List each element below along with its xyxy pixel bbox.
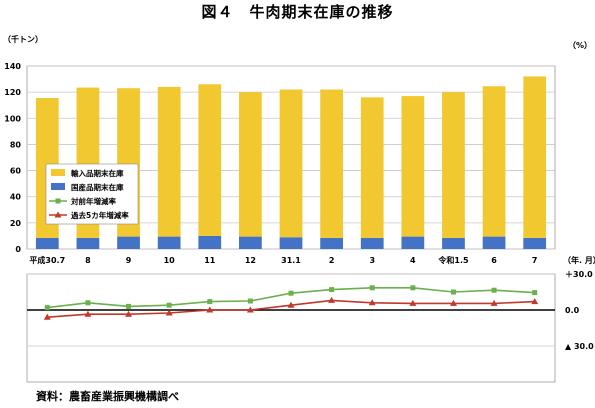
legend-label: 国産品期末在庫 bbox=[71, 182, 124, 192]
y-tick-label: 80 bbox=[10, 140, 22, 149]
bar-domestic bbox=[360, 237, 384, 249]
bar-imported bbox=[198, 84, 222, 236]
y-tick-label: 120 bbox=[4, 88, 21, 97]
bar-domestic bbox=[157, 236, 181, 249]
y-tick-label: 0 bbox=[15, 245, 21, 254]
point-5yr bbox=[287, 301, 295, 308]
point-5yr bbox=[328, 296, 336, 303]
y-tick-label: 60 bbox=[10, 167, 22, 176]
y-tick-label: 40 bbox=[10, 193, 22, 202]
point-yoy bbox=[207, 299, 213, 305]
point-5yr bbox=[409, 299, 417, 306]
legend-swatch bbox=[51, 183, 65, 190]
bar-imported bbox=[157, 86, 181, 237]
point-yoy bbox=[329, 287, 335, 293]
bar-imported bbox=[401, 96, 425, 237]
bar-domestic bbox=[442, 237, 465, 249]
x-tick-label: 7 bbox=[532, 256, 538, 265]
bar-imported bbox=[482, 86, 506, 237]
x-tick-label: 平成30.7 bbox=[29, 255, 65, 265]
source-note: 資料：農畜産業振興機構調べ bbox=[36, 390, 179, 403]
bar-domestic bbox=[198, 235, 222, 249]
x-tick-label: 10 bbox=[164, 256, 176, 265]
y-tick-label: 140 bbox=[4, 62, 21, 71]
y-axis-unit: （千トン） bbox=[3, 34, 43, 44]
bar-imported bbox=[239, 92, 262, 237]
point-5yr bbox=[43, 313, 51, 320]
bar-domestic bbox=[117, 236, 140, 249]
legend-label: 輸入品期末在庫 bbox=[71, 168, 124, 178]
point-5yr bbox=[165, 309, 173, 316]
bar-domestic bbox=[239, 236, 262, 249]
legend-label: 対前年増減率 bbox=[70, 196, 116, 206]
bar-domestic bbox=[35, 237, 59, 249]
point-yoy bbox=[491, 287, 497, 293]
point-yoy bbox=[44, 305, 50, 311]
point-5yr bbox=[84, 310, 92, 317]
x-tick-label: 11 bbox=[204, 256, 216, 265]
point-5yr bbox=[531, 298, 539, 305]
x-tick-label: 3 bbox=[369, 256, 375, 265]
y-tick-label: 100 bbox=[4, 114, 21, 123]
x-tick-label: 12 bbox=[245, 256, 256, 265]
point-5yr bbox=[246, 306, 254, 313]
x-tick-label: 9 bbox=[126, 256, 132, 265]
bar-imported bbox=[279, 89, 303, 238]
bar-domestic bbox=[482, 236, 506, 249]
bar-imported bbox=[320, 89, 343, 238]
bar-domestic bbox=[320, 237, 343, 249]
legend-swatch bbox=[51, 169, 65, 176]
point-yoy bbox=[126, 303, 132, 309]
legend-marker-triangle bbox=[54, 211, 62, 218]
x-axis-unit: （年. 月） bbox=[563, 255, 595, 265]
point-yoy bbox=[450, 289, 456, 295]
point-yoy bbox=[85, 300, 91, 306]
percent-axis-unit: （%） bbox=[568, 40, 592, 50]
point-yoy bbox=[166, 302, 172, 308]
chart-title: 図４ 牛肉期末在庫の推移 bbox=[201, 3, 394, 21]
x-tick-label: 8 bbox=[85, 256, 91, 265]
bar-imported bbox=[442, 92, 465, 238]
point-5yr bbox=[206, 306, 214, 313]
percent-tick-label: 0.0 bbox=[565, 306, 580, 315]
percent-tick-label: ＋30.0 bbox=[565, 270, 593, 279]
point-yoy bbox=[369, 285, 375, 291]
point-5yr bbox=[449, 299, 457, 306]
bar-imported bbox=[360, 97, 384, 238]
bar-domestic bbox=[279, 237, 303, 249]
point-5yr bbox=[368, 299, 376, 306]
point-yoy bbox=[247, 298, 253, 304]
x-tick-label: 31.1 bbox=[281, 256, 301, 265]
percent-tick-label: ▲ 30.0 bbox=[565, 342, 594, 351]
point-yoy bbox=[532, 290, 538, 296]
y-tick-label: 20 bbox=[10, 219, 22, 228]
point-yoy bbox=[410, 285, 416, 291]
line-plot-border bbox=[26, 273, 556, 383]
bar-imported bbox=[523, 76, 547, 238]
x-tick-label: 4 bbox=[410, 256, 416, 265]
bar-domestic bbox=[523, 237, 547, 249]
legend-marker-square bbox=[55, 198, 61, 204]
x-tick-label: 6 bbox=[491, 256, 497, 265]
legend-label: 過去5カ年増減率 bbox=[71, 210, 129, 220]
x-tick-label: 令和1.5 bbox=[437, 255, 469, 265]
bar-domestic bbox=[76, 237, 100, 249]
point-5yr bbox=[490, 299, 498, 306]
bar-domestic bbox=[401, 236, 425, 249]
point-5yr bbox=[125, 310, 133, 317]
point-yoy bbox=[288, 290, 294, 296]
x-tick-label: 2 bbox=[329, 256, 335, 265]
